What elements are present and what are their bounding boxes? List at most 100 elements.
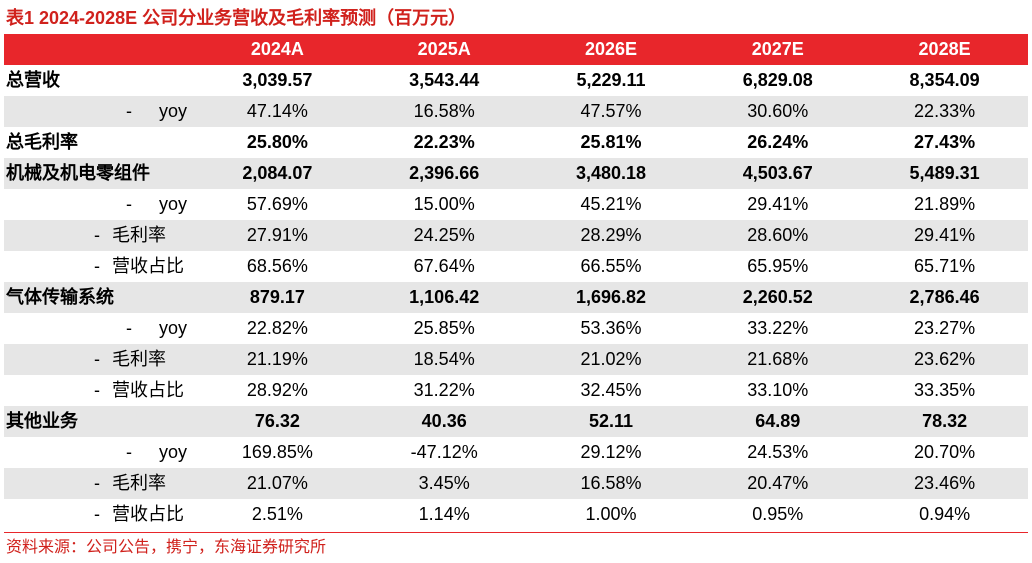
cell-2025a: 40.36 (421, 411, 467, 431)
cell-2027e: 20.47% (747, 473, 809, 493)
table-row: 气体传输系统 879.17 1,106.42 1,696.82 2,260.52 2,78… (4, 282, 1028, 313)
cell-2025a: 1.14% (418, 504, 470, 524)
table-row: - yoy 57.69% 15.00% 45.21% 29.41% 21.89% (4, 189, 1028, 220)
cell-2027e: 26.24% (747, 132, 809, 152)
header-col-2025a: 2025A (417, 39, 471, 59)
cell-2024a: 76.32 (254, 411, 300, 431)
row-sub-label: 营收占比 (112, 256, 184, 276)
table-bottom-rule (4, 532, 1028, 533)
cell-2025a: 15.00% (413, 194, 475, 214)
row-label-cell: - 营收占比 (4, 499, 194, 530)
cell-2025a: 25.85% (413, 318, 475, 338)
table-header-row: 2024A 2025A 2026E 2027E 2028E (4, 34, 1028, 65)
cell-2026e: 29.12% (580, 442, 642, 462)
row-sub-label: 营收占比 (112, 380, 184, 400)
cell-2027e: 21.68% (747, 349, 809, 369)
row-label-cell: - 毛利率 (4, 220, 194, 251)
row-label-cell: - 营收占比 (4, 375, 194, 406)
row-label-cell: - 营收占比 (4, 251, 194, 282)
cell-2027e: 33.10% (747, 380, 809, 400)
cell-2025a: 1,106.42 (409, 287, 480, 307)
cell-2024a: 21.19% (246, 349, 308, 369)
row-sub-label: yoy (159, 101, 188, 121)
row-dash: - (94, 473, 100, 493)
row-dash: - (94, 504, 100, 524)
row-sub-label: 毛利率 (112, 473, 166, 493)
row-dash: - (94, 225, 100, 245)
forecast-table: 2024A 2025A 2026E 2027E 2028E 总营收 3,039.5… (4, 34, 1028, 530)
table-row: - 营收占比 28.92% 31.22% 32.45% 33.10% 33.35% (4, 375, 1028, 406)
table-row: - 毛利率 21.19% 18.54% 21.02% 21.68% 23.62% (4, 344, 1028, 375)
row-dash: - (126, 101, 132, 121)
cell-2024a: 3,039.57 (242, 70, 313, 90)
cell-2025a: 31.22% (413, 380, 475, 400)
row-label-cell: - yoy (4, 96, 194, 127)
cell-2025a: 3,543.44 (409, 70, 480, 90)
row-label-cell: 总营收 (4, 65, 194, 96)
table-row: 其他业务 76.32 40.36 52.11 64.89 78.32 (4, 406, 1028, 437)
cell-2027e: 6,829.08 (742, 70, 813, 90)
header-label-cell (4, 34, 194, 65)
cell-2026e: 3,480.18 (575, 163, 647, 183)
cell-2026e: 1,696.82 (575, 287, 647, 307)
table-row: 总毛利率 25.80% 22.23% 25.81% 26.24% 27.43% (4, 127, 1028, 158)
row-dash: - (94, 256, 100, 276)
cell-2026e: 52.11 (588, 411, 634, 431)
cell-2025a: -47.12% (410, 442, 478, 462)
table-row: - 毛利率 27.91% 24.25% 28.29% 28.60% 29.41% (4, 220, 1028, 251)
row-sub-label: 毛利率 (112, 225, 166, 245)
source-note: 资料来源：公司公告，携宁，东海证券研究所 (6, 539, 327, 556)
row-dash: - (126, 194, 132, 214)
cell-2025a: 18.54% (413, 349, 475, 369)
cell-2027e: 64.89 (755, 411, 801, 431)
cell-2026e: 32.45% (580, 380, 642, 400)
header-col-2024a: 2024A (250, 39, 304, 59)
table-row: - yoy 169.85% -47.12% 29.12% 24.53% 20.70% (4, 437, 1028, 468)
cell-2025a: 24.25% (413, 225, 475, 245)
cell-2026e: 28.29% (580, 225, 642, 245)
cell-2025a: 22.23% (413, 132, 475, 152)
row-label: 其他业务 (6, 411, 78, 431)
cell-2026e: 16.58% (580, 473, 642, 493)
cell-2026e: 45.21% (580, 194, 642, 214)
row-sub-label: yoy (159, 194, 188, 214)
row-label: 机械及机电零组件 (6, 163, 150, 183)
table-row: - 营收占比 68.56% 67.64% 66.55% 65.95% 65.71% (4, 251, 1028, 282)
cell-2026e: 1.00% (585, 504, 637, 524)
row-label-cell: - yoy (4, 313, 194, 344)
cell-2024a: 27.91% (246, 225, 308, 245)
cell-2025a: 2,396.66 (409, 163, 480, 183)
table-row: - yoy 22.82% 25.85% 53.36% 33.22% 23.27% (4, 313, 1028, 344)
table-row: 机械及机电零组件 2,084.07 2,396.66 3,480.18 4,503.67… (4, 158, 1028, 189)
table-body: 总营收 3,039.57 3,543.44 5,229.11 6,829.08 8,354… (4, 65, 1028, 530)
header-col-2027e: 2027E (751, 39, 804, 59)
table-row: - yoy 47.14% 16.58% 47.57% 30.60% 22.33% (4, 96, 1028, 127)
cell-2026e: 5,229.11 (576, 70, 646, 90)
row-label: 总营收 (6, 70, 60, 90)
cell-2028e: 78.32 (922, 411, 968, 431)
cell-2028e: 8,354.09 (909, 70, 980, 90)
cell-2026e: 25.81% (580, 132, 642, 152)
row-dash: - (126, 318, 132, 338)
cell-2027e: 24.53% (747, 442, 809, 462)
cell-2024a: 47.14% (246, 101, 308, 121)
header-col-2026e: 2026E (584, 39, 638, 59)
row-sub-label: yoy (159, 442, 188, 462)
row-sub-label: 毛利率 (112, 349, 166, 369)
cell-2028e: 23.46% (914, 473, 976, 493)
cell-2027e: 30.60% (747, 101, 809, 121)
row-dash: - (126, 442, 132, 462)
cell-2028e: 23.62% (914, 349, 976, 369)
table-row: 总营收 3,039.57 3,543.44 5,229.11 6,829.08 8,354… (4, 65, 1028, 96)
cell-2028e: 2,786.46 (909, 287, 980, 307)
row-dash: - (94, 349, 100, 369)
row-label-cell: 气体传输系统 (4, 282, 194, 313)
cell-2026e: 66.55% (580, 256, 642, 276)
cell-2027e: 0.95% (752, 504, 804, 524)
cell-2028e: 65.71% (914, 256, 976, 276)
cell-2028e: 22.33% (914, 101, 976, 121)
cell-2028e: 27.43% (914, 132, 976, 152)
cell-2024a: 2.51% (251, 504, 303, 524)
cell-2024a: 68.56% (246, 256, 308, 276)
cell-2024a: 879.17 (249, 287, 305, 307)
